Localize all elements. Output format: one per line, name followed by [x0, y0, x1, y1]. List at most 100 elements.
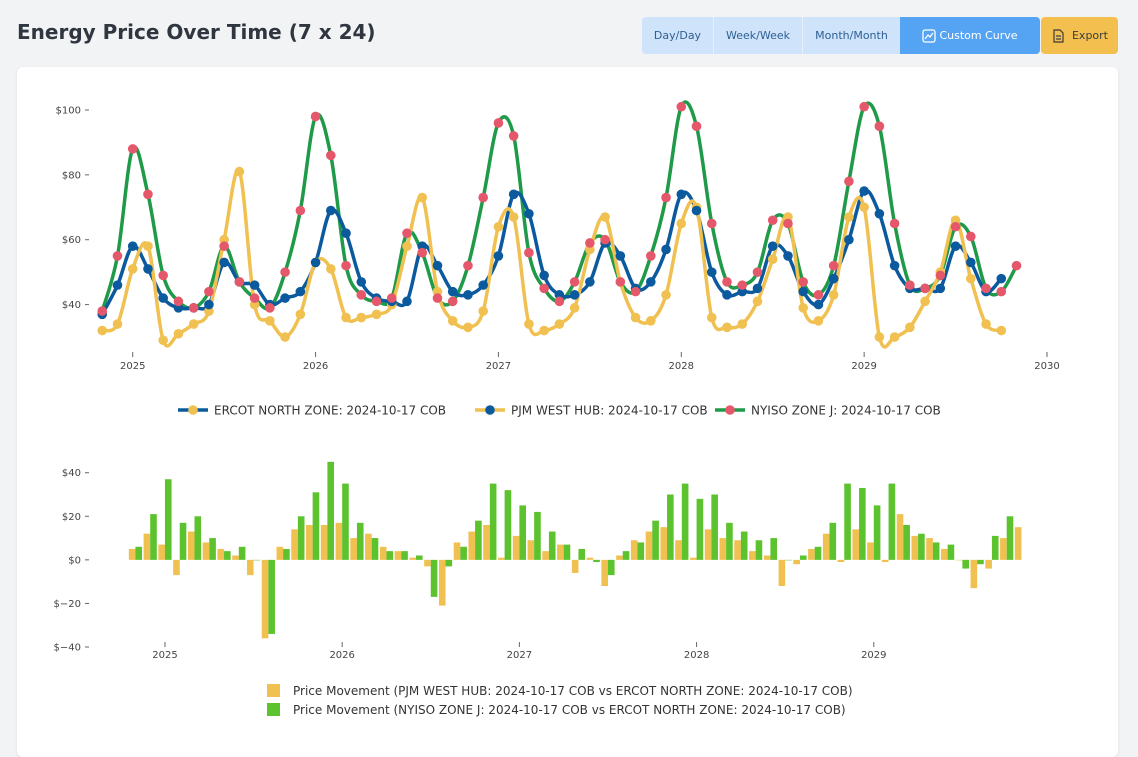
- bar-bar_pjm[interactable]: [808, 548, 815, 560]
- bar-bar_nyiso[interactable]: [164, 479, 172, 560]
- data-point-pjm[interactable]: [783, 251, 793, 261]
- data-point-nyiso[interactable]: [981, 283, 991, 294]
- data-point-nyiso[interactable]: [97, 306, 108, 316]
- bar-bar_pjm[interactable]: [896, 514, 904, 560]
- bar-bar_nyiso[interactable]: [711, 494, 718, 560]
- data-point-pjm[interactable]: [722, 290, 732, 300]
- bar-bar_nyiso[interactable]: [667, 494, 674, 560]
- month-month-button[interactable]: Month/Month: [803, 17, 900, 54]
- bar-bar_nyiso[interactable]: [519, 505, 526, 560]
- data-point-ercot[interactable]: [143, 241, 153, 252]
- data-point-nyiso[interactable]: [417, 247, 428, 258]
- bar-bar_pjm[interactable]: [881, 559, 889, 563]
- bar-bar_pjm[interactable]: [586, 557, 594, 560]
- data-point-nyiso[interactable]: [447, 296, 458, 307]
- bar-bar_pjm[interactable]: [350, 538, 357, 560]
- data-point-nyiso[interactable]: [280, 267, 290, 277]
- data-point-nyiso[interactable]: [966, 231, 976, 242]
- bar-bar_nyiso[interactable]: [312, 492, 320, 560]
- data-point-pjm[interactable]: [158, 293, 168, 303]
- bar-bar_pjm[interactable]: [394, 551, 402, 560]
- data-point-nyiso[interactable]: [737, 280, 748, 290]
- bar-bar_pjm[interactable]: [128, 548, 136, 560]
- data-point-ercot[interactable]: [844, 212, 854, 222]
- data-point-ercot[interactable]: [752, 296, 763, 307]
- data-point-pjm[interactable]: [204, 299, 214, 310]
- data-point-nyiso[interactable]: [950, 221, 961, 232]
- bar-bar_pjm[interactable]: [542, 551, 549, 560]
- bar-bar_nyiso[interactable]: [548, 531, 556, 560]
- data-point-ercot[interactable]: [554, 319, 565, 329]
- bar-bar_pjm[interactable]: [557, 544, 564, 560]
- data-point-nyiso[interactable]: [889, 218, 900, 229]
- data-point-nyiso[interactable]: [524, 247, 534, 258]
- bar-bar_pjm[interactable]: [1000, 538, 1007, 560]
- bar-bar_nyiso[interactable]: [534, 511, 541, 560]
- bar-bar_pjm[interactable]: [926, 538, 933, 560]
- bar-bar_nyiso[interactable]: [844, 483, 851, 560]
- data-point-ercot[interactable]: [356, 312, 367, 323]
- bar-bar_pjm[interactable]: [704, 529, 712, 560]
- bar-bar_pjm[interactable]: [645, 531, 653, 560]
- bar-bar_nyiso[interactable]: [799, 555, 807, 560]
- data-point-nyiso[interactable]: [493, 118, 504, 128]
- data-point-ercot[interactable]: [402, 241, 412, 252]
- bar-bar_pjm[interactable]: [763, 555, 771, 560]
- data-point-nyiso[interactable]: [402, 228, 412, 239]
- bar-bar_pjm[interactable]: [409, 557, 417, 560]
- data-point-ercot[interactable]: [173, 328, 184, 339]
- bar-bar_nyiso[interactable]: [224, 551, 231, 560]
- data-point-ercot[interactable]: [188, 319, 199, 329]
- data-point-nyiso[interactable]: [432, 293, 443, 303]
- data-point-pjm[interactable]: [402, 296, 412, 307]
- data-point-ercot[interactable]: [966, 273, 976, 284]
- data-point-ercot[interactable]: [234, 166, 245, 177]
- bar-bar_nyiso[interactable]: [1006, 516, 1014, 560]
- data-point-pjm[interactable]: [143, 264, 153, 274]
- bar-bar_nyiso[interactable]: [607, 559, 615, 576]
- data-point-pjm[interactable]: [889, 260, 900, 271]
- data-point-ercot[interactable]: [112, 319, 123, 329]
- data-point-nyiso[interactable]: [676, 101, 687, 112]
- data-point-nyiso[interactable]: [310, 111, 321, 122]
- data-point-pjm[interactable]: [935, 283, 946, 294]
- bar-bar_pjm[interactable]: [173, 559, 180, 576]
- bar-bar_pjm[interactable]: [822, 533, 830, 560]
- bar-bar_nyiso[interactable]: [755, 540, 763, 560]
- bar-bar_pjm[interactable]: [955, 559, 963, 561]
- bar-bar_pjm[interactable]: [970, 559, 978, 589]
- data-point-nyiso[interactable]: [249, 293, 260, 303]
- data-point-nyiso[interactable]: [219, 241, 229, 252]
- data-point-pjm[interactable]: [493, 251, 504, 261]
- data-point-pjm[interactable]: [310, 257, 321, 268]
- bar-bar_nyiso[interactable]: [947, 544, 955, 560]
- bar-bar_pjm[interactable]: [527, 540, 535, 560]
- data-point-pjm[interactable]: [996, 273, 1007, 284]
- data-point-ercot[interactable]: [158, 335, 168, 346]
- data-point-nyiso[interactable]: [859, 101, 869, 112]
- data-point-nyiso[interactable]: [539, 283, 549, 294]
- bar-bar_nyiso[interactable]: [460, 546, 467, 560]
- bar-bar_nyiso[interactable]: [814, 546, 822, 560]
- data-point-nyiso[interactable]: [691, 121, 702, 131]
- data-point-nyiso[interactable]: [844, 176, 854, 187]
- data-point-pjm[interactable]: [432, 260, 443, 271]
- data-point-nyiso[interactable]: [188, 303, 199, 313]
- data-point-nyiso[interactable]: [935, 270, 946, 281]
- bar-bar_nyiso[interactable]: [888, 483, 896, 560]
- legend-label-bar_pjm[interactable]: Price Movement (PJM WEST HUB: 2024-10-17…: [293, 684, 853, 698]
- data-point-pjm[interactable]: [219, 257, 229, 268]
- bar-bar_nyiso[interactable]: [918, 533, 925, 560]
- data-point-nyiso[interactable]: [874, 121, 885, 131]
- bar-bar_nyiso[interactable]: [401, 551, 408, 560]
- data-point-nyiso[interactable]: [158, 270, 168, 281]
- bar-bar_nyiso[interactable]: [268, 559, 275, 634]
- data-point-pjm[interactable]: [280, 293, 290, 303]
- bar-bar_pjm[interactable]: [734, 540, 741, 560]
- data-point-pjm[interactable]: [828, 273, 839, 284]
- data-point-nyiso[interactable]: [112, 251, 123, 261]
- data-point-nyiso[interactable]: [996, 286, 1007, 297]
- data-point-nyiso[interactable]: [767, 215, 778, 226]
- data-point-ercot[interactable]: [798, 303, 808, 313]
- bar-bar_nyiso[interactable]: [297, 516, 305, 560]
